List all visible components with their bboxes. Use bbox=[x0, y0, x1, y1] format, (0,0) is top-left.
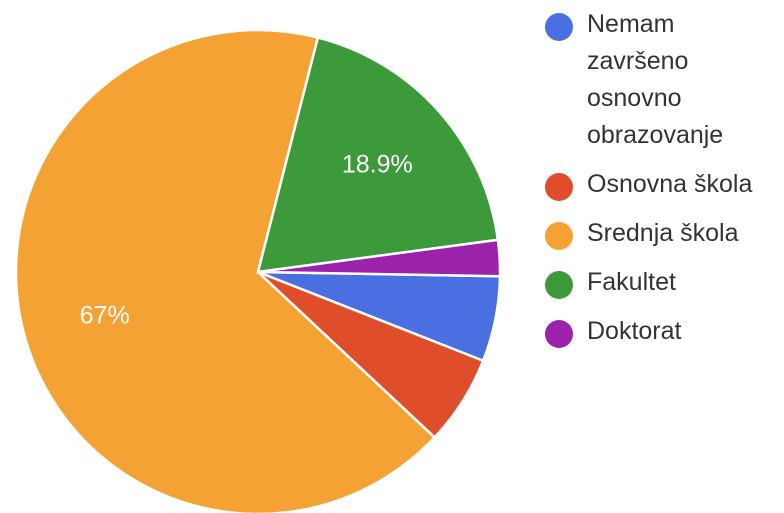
legend-swatch-blue bbox=[545, 13, 573, 41]
legend-swatch-red bbox=[545, 173, 573, 201]
legend-item-srednja-skola[interactable]: Srednja škola bbox=[545, 215, 781, 252]
legend-item-fakultet[interactable]: Fakultet bbox=[545, 264, 781, 301]
legend-item-nemam-zavrseno[interactable]: Nemam završeno osnovno obrazovanje bbox=[545, 6, 781, 154]
legend-label: Doktorat bbox=[587, 317, 682, 345]
legend-label: Fakultet bbox=[587, 268, 676, 296]
legend-item-osnovna-skola[interactable]: Osnovna škola bbox=[545, 166, 781, 203]
pie-chart: 67% 18.9% bbox=[14, 28, 502, 513]
legend-label: Osnovna škola bbox=[587, 170, 753, 198]
legend-swatch-green bbox=[545, 271, 573, 299]
legend: Nemam završeno osnovno obrazovanje Osnov… bbox=[545, 6, 781, 362]
pie-data-labels: 67% 18.9% bbox=[80, 150, 413, 329]
slice-srednja-skola[interactable] bbox=[14, 28, 437, 513]
legend-label: Nemam završeno osnovno obrazovanje bbox=[587, 10, 724, 149]
slice-data-label: 67% bbox=[80, 301, 130, 329]
slice-fakultet[interactable] bbox=[256, 35, 500, 274]
legend-label: Srednja škola bbox=[587, 219, 739, 247]
pie-slices bbox=[14, 28, 502, 513]
slice-doktorat[interactable] bbox=[257, 238, 502, 278]
legend-swatch-purple bbox=[545, 320, 573, 348]
legend-swatch-orange bbox=[545, 222, 573, 250]
slice-data-label: 18.9% bbox=[342, 150, 413, 178]
legend-item-doktorat[interactable]: Doktorat bbox=[545, 313, 781, 350]
